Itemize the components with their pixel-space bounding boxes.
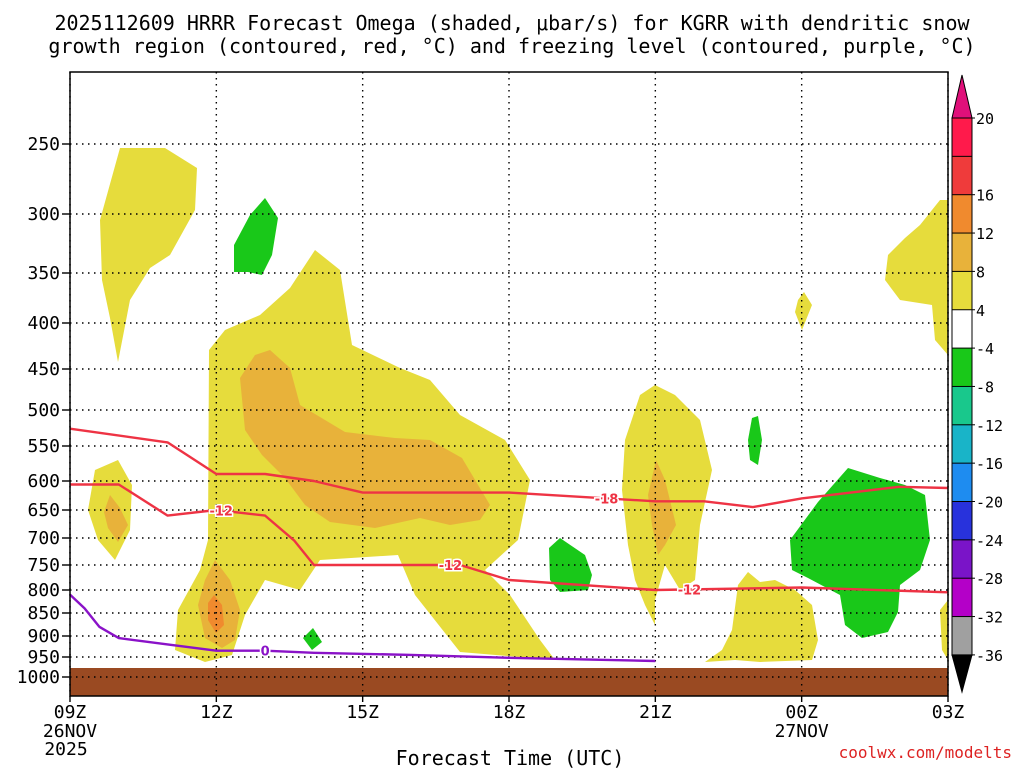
colorbar-label-4: 4 [976, 302, 985, 320]
omega-green-region-4 [303, 628, 322, 650]
y-tick-label-500: 500 [27, 400, 60, 421]
x-tick-label-18Z: 18Z [493, 702, 526, 723]
omega-yellow-region-8 [940, 600, 948, 660]
colorbar-label-12: -32 [976, 609, 1003, 627]
colorbar-label-9: -20 [976, 494, 1003, 512]
colorbar-label-11: -28 [976, 570, 1003, 588]
colorbar-label-0: 20 [976, 110, 994, 128]
x-tick-label-12Z: 12Z [200, 702, 233, 723]
omega-shading [88, 148, 948, 662]
x-tick-label-09Z: 09Z [54, 702, 87, 723]
colorbar-swatch-2 [951, 194, 973, 235]
contour-label-2-0: 0 [261, 645, 270, 660]
colorbar-bottom-arrow [951, 654, 973, 694]
contour-label-0-0: -18 [595, 492, 619, 507]
colorbar-label-5: -4 [976, 340, 994, 358]
chart-title-line2: growth region (contoured, red, °C) and f… [48, 34, 975, 58]
y-tick-label-850: 850 [27, 603, 60, 624]
omega-yellow-region-5 [885, 200, 948, 355]
colorbar-label-3: 8 [976, 263, 985, 281]
x-tick-label-21Z: 21Z [639, 702, 672, 723]
x-tick-date-27NOV: 27NOV [775, 721, 829, 742]
chart-title-line1: 2025112609 HRRR Forecast Omega (shaded, … [54, 11, 970, 35]
colorbar-label-13: -36 [976, 647, 1003, 665]
y-tick-label-550: 550 [27, 436, 60, 457]
colorbar-swatch-13 [951, 616, 973, 656]
x-tick-label-03Z: 03Z [932, 702, 965, 723]
y-tick-label-900: 900 [27, 626, 60, 647]
omega-orange-region-1 [240, 350, 490, 528]
colorbar-label-6: -8 [976, 378, 994, 396]
colorbar-swatch-5 [951, 309, 973, 350]
colorbar-swatch-10 [951, 501, 973, 541]
omega-orange-region-3 [648, 460, 676, 555]
x-tick-year: 2025 [44, 739, 87, 760]
y-tick-label-700: 700 [27, 528, 60, 549]
contour-label-1-0: -12 [209, 505, 233, 520]
pressure-axis: 2503003504004505005506006507007508008509… [17, 134, 70, 688]
colorbar-label-1: 16 [976, 187, 994, 205]
omega-green-region-2 [549, 538, 592, 592]
omega-dark-orange-region [208, 595, 224, 633]
colorbar-swatch-0 [951, 117, 973, 158]
colorbar-top-arrow [951, 74, 973, 119]
y-tick-label-800: 800 [27, 580, 60, 601]
omega-green-region-5 [790, 468, 930, 638]
colorbar-swatch-11 [951, 539, 973, 580]
omega-yellow-region-7 [705, 572, 818, 662]
y-tick-label-400: 400 [27, 313, 60, 334]
temperature-contours: -18 -12 -12 -12 0 [69, 427, 949, 663]
contour-label-1-2: -12 [678, 583, 702, 598]
contour-line-0 [69, 427, 949, 509]
colorbar-swatch-7 [951, 385, 973, 426]
y-tick-label-600: 600 [27, 471, 60, 492]
x-axis-label: Forecast Time (UTC) [396, 746, 625, 768]
omega-green-region-3 [748, 416, 762, 465]
omega-orange-region-2 [104, 495, 128, 542]
x-tick-label-15Z: 15Z [346, 702, 379, 723]
colorbar-label-8: -16 [976, 455, 1003, 473]
y-tick-label-650: 650 [27, 500, 60, 521]
omega-yellow-region-1 [100, 148, 197, 362]
x-tick-label-00Z: 00Z [785, 702, 818, 723]
colorbar: 20 16 12 8 4 -4 -8 -12 -16 -20 -24 -28 -32 -36 [951, 74, 1003, 694]
colorbar-swatch-8 [951, 424, 973, 465]
y-tick-label-1000: 1000 [17, 667, 60, 688]
colorbar-swatch-12 [951, 577, 973, 618]
colorbar-label-10: -24 [976, 532, 1003, 550]
y-tick-label-250: 250 [27, 134, 60, 155]
colorbar-label-2: 12 [976, 225, 994, 243]
colorbar-swatch-1 [951, 155, 973, 196]
y-tick-label-300: 300 [27, 204, 60, 225]
colorbar-label-7: -12 [976, 417, 1003, 435]
colorbar-swatch-6 [951, 347, 973, 388]
y-tick-label-750: 750 [27, 555, 60, 576]
omega-yellow-region-6 [795, 292, 812, 330]
credit-text: coolwx.com/modelts [839, 743, 1012, 762]
y-tick-label-450: 450 [27, 359, 60, 380]
contour-label-1-1: -12 [439, 559, 463, 574]
y-tick-label-350: 350 [27, 263, 60, 284]
omega-green-region-1 [234, 198, 278, 275]
colorbar-swatch-3 [951, 232, 973, 273]
y-tick-label-950: 950 [27, 647, 60, 668]
contour-line-2 [69, 593, 656, 663]
contour-line-1 [70, 483, 949, 594]
colorbar-swatch-9 [951, 462, 973, 503]
x-tick-date-26NOV: 26NOV [43, 721, 97, 742]
colorbar-swatch-4 [951, 270, 973, 311]
